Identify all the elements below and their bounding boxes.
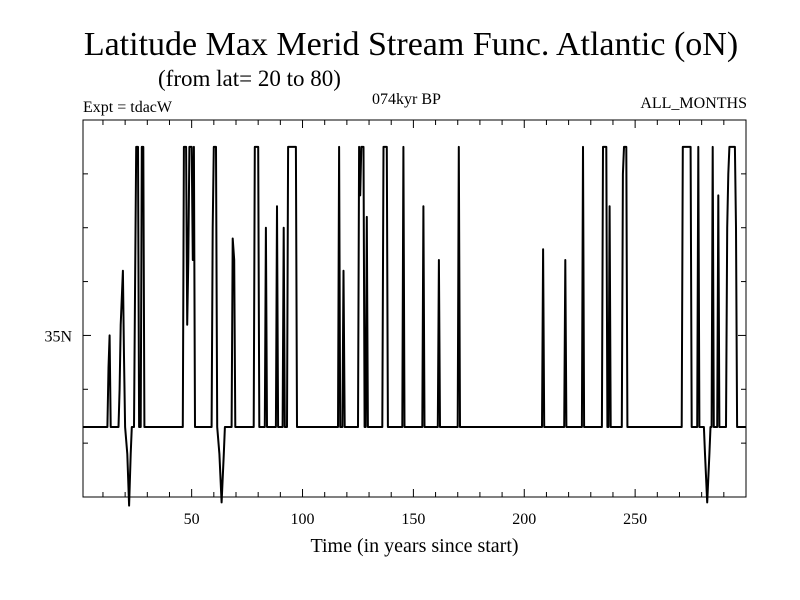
x-tick-label: 200 xyxy=(512,511,536,528)
axis-ticks: 50 100 150 200 250 35N xyxy=(44,120,746,528)
x-tick-label: 100 xyxy=(291,511,315,528)
series-group xyxy=(83,145,746,507)
period-label: 074kyr BP xyxy=(372,91,441,108)
series-line xyxy=(83,145,746,507)
x-tick-label: 50 xyxy=(184,511,200,528)
experiment-label: Expt = tdacW xyxy=(83,99,172,116)
x-tick-label: 150 xyxy=(401,511,425,528)
y-tick-label: 35N xyxy=(44,328,72,345)
x-tick-label: 250 xyxy=(623,511,647,528)
plot-frame xyxy=(82,119,747,498)
chart-title: Latitude Max Merid Stream Func. Atlantic… xyxy=(83,26,739,63)
months-label: ALL_MONTHS xyxy=(640,95,747,112)
x-axis-label: Time (in years since start) xyxy=(310,535,518,557)
chart-subtitle: (from lat= 20 to 80) xyxy=(158,66,341,91)
